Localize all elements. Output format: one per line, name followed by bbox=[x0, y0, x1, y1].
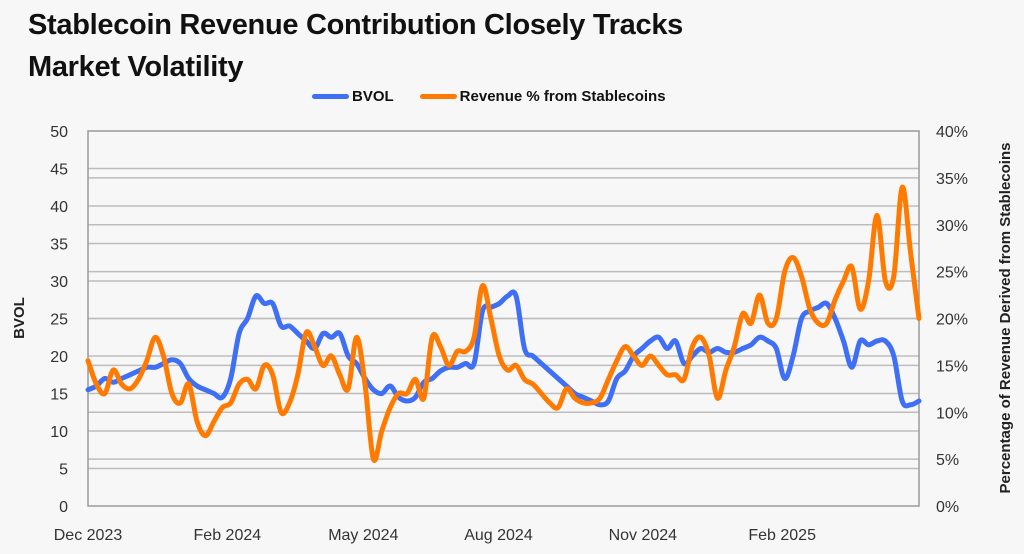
y-tick-label: 10 bbox=[50, 424, 68, 441]
series-lines bbox=[85, 184, 922, 463]
series-line-revenue-pct bbox=[85, 184, 922, 463]
x-tick-label: May 2024 bbox=[328, 527, 398, 544]
chart-title-line-2: Market Volatility bbox=[28, 51, 244, 83]
y-axis-right-title: Percentage of Revenue Derived from Stabl… bbox=[997, 143, 1014, 494]
legend-swatch-revenue bbox=[419, 94, 457, 99]
y2-tick-label: 5% bbox=[936, 452, 959, 469]
legend-label-revenue: Revenue % from Stablecoins bbox=[459, 88, 666, 105]
legend-item-revenue: Revenue % from Stablecoins bbox=[419, 88, 666, 105]
y-tick-label: 40 bbox=[50, 199, 68, 216]
y-tick-label: 25 bbox=[50, 312, 68, 329]
y2-tick-label: 30% bbox=[936, 218, 968, 235]
series-line-bvol bbox=[85, 289, 922, 409]
y-tick-label: 20 bbox=[50, 349, 68, 366]
y2-tick-label: 40% bbox=[936, 124, 968, 141]
x-tick-label: Feb 2024 bbox=[194, 527, 262, 544]
x-tick-label: Nov 2024 bbox=[609, 527, 678, 544]
y2-tick-label: 25% bbox=[936, 265, 968, 282]
y2-tick-label: 10% bbox=[936, 405, 968, 422]
chart-title-line-1: Stablecoin Revenue Contribution Closely … bbox=[28, 9, 683, 41]
y-axis-left-ticks: 0 5 10 15 20 25 30 35 40 45 50 bbox=[50, 124, 68, 516]
y2-tick-label: 20% bbox=[936, 312, 968, 329]
y-tick-label: 50 bbox=[50, 124, 68, 141]
x-tick-label: Feb 2025 bbox=[748, 527, 816, 544]
legend-item-bvol: BVOL bbox=[312, 88, 394, 105]
x-tick-label: Aug 2024 bbox=[464, 527, 533, 544]
y-tick-label: 5 bbox=[59, 462, 68, 479]
y-tick-label: 45 bbox=[50, 162, 68, 179]
y-tick-label: 0 bbox=[59, 499, 68, 516]
y2-tick-label: 35% bbox=[936, 171, 968, 188]
y-tick-label: 15 bbox=[50, 387, 68, 404]
y2-tick-label: 15% bbox=[936, 358, 968, 375]
y2-tick-label: 0% bbox=[936, 499, 959, 516]
y-tick-label: 30 bbox=[50, 274, 68, 291]
y-axis-right-ticks: 0% 5% 10% 15% 20% 25% 30% 35% 40% bbox=[936, 124, 968, 516]
legend-swatch-bvol bbox=[312, 94, 349, 99]
chart-title: Stablecoin Revenue Contribution Closely … bbox=[28, 4, 683, 88]
x-tick-label: Dec 2023 bbox=[54, 527, 123, 544]
y-axis-left-title: BVOL bbox=[11, 297, 28, 339]
x-axis-ticks: Dec 2023 Feb 2024 May 2024 Aug 2024 Nov 2024… bbox=[54, 527, 816, 544]
legend: BVOL Revenue % from Stablecoins bbox=[312, 88, 666, 105]
legend-label-bvol: BVOL bbox=[352, 88, 394, 105]
y-tick-label: 35 bbox=[50, 237, 68, 254]
